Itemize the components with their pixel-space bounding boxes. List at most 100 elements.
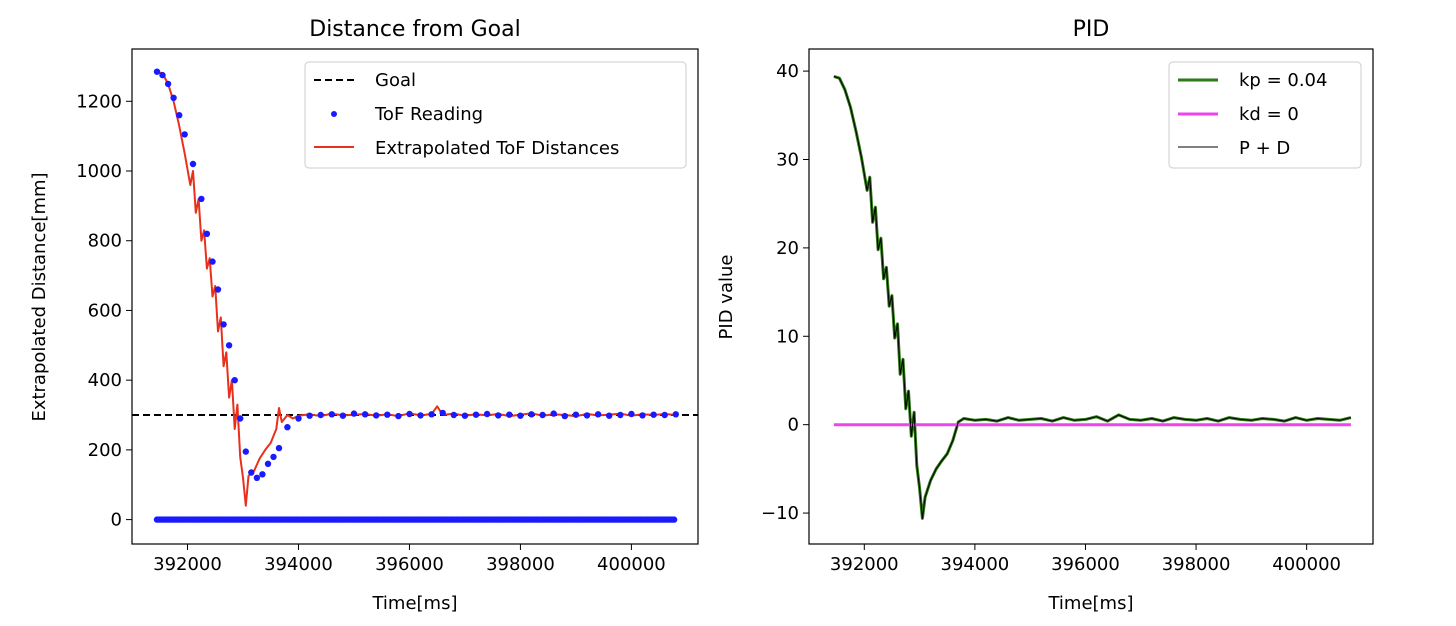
tof-reading-point [164,80,172,88]
tof-reading-point [176,112,183,119]
tof-reading-point [264,460,272,467]
tof-reading-point [439,409,446,417]
plot-area-right [808,48,1374,545]
tof-reading-point [594,411,602,418]
tof-reading-point [231,377,238,384]
tof-reading-point [495,412,502,419]
y-axis-ticks: 0 200 400 600 800 1000 1200 [76,91,132,531]
tof-reading-point [159,71,166,79]
y-tick-label: 1000 [76,161,122,182]
axes-frame [808,48,1374,545]
tof-reading-zero-point [670,516,678,523]
y-tick-label: 200 [88,440,122,461]
tof-reading-point [483,410,491,418]
x-tick-label: 398000 [1162,554,1231,575]
tof-reading-point [639,412,646,419]
y-tick-label: 40 [776,61,799,82]
tof-reading-point [242,448,249,455]
tof-reading-point [237,415,244,422]
chart-pid: PID 392000 394000 396000 398000 400000 −10 0 1… [716,17,1374,614]
x-axis-label: Time[ms] [1047,593,1133,614]
tof-reading-point [275,444,283,452]
x-tick-label: 400000 [1272,554,1341,575]
y-axis-label: Extrapolated Distance[mm] [29,172,50,421]
tof-reading-point [253,474,261,481]
y-tick-label: 0 [111,510,122,531]
tof-reading-point [617,411,624,419]
tof-reading-point [248,469,255,476]
tof-reading-point [203,230,211,237]
y-axis-label: PID value [716,255,737,340]
tof-reading-point [539,411,546,419]
tof-reading-point [170,94,177,102]
tof-reading-point [284,424,291,431]
chart-title: PID [1073,17,1110,42]
x-tick-label: 394000 [264,554,333,575]
tof-reading-point [373,412,380,419]
tof-reading-point [181,131,188,138]
tof-reading-point [225,342,233,349]
y-tick-label: 20 [776,238,799,259]
tof-reading-point [606,412,613,419]
tof-reading-point [198,195,205,203]
y-tick-label: −10 [761,503,799,524]
legend-tof-swatch [331,111,337,117]
tof-reading-point [259,471,266,478]
legend-kd-label: kd = 0 [1239,104,1299,125]
tof-reading-point [561,412,568,420]
tof-reading-point [450,411,457,419]
tof-reading-point [550,410,557,417]
tof-reading-point [361,411,369,418]
chart-distance: Distance from Goal 392000 394000 396000 398… [29,17,699,614]
tof-reading-point [384,411,391,418]
y-tick-label: 600 [88,300,122,321]
legend: Goal ToF Reading Extrapolated ToF Distan… [304,61,687,169]
tof-reading-point [220,321,227,328]
x-tick-label: 396000 [1051,554,1120,575]
legend-extrapolated-label: Extrapolated ToF Distances [375,138,619,159]
legend-box [1168,61,1362,169]
y-tick-label: 400 [88,370,122,391]
tof-reading-point [350,410,358,417]
tof-reading-point [661,411,668,419]
y-tick-label: 0 [788,415,799,436]
legend-tof-label: ToF Reading [374,104,483,125]
tof-reading-point [295,415,302,422]
tof-reading-point [428,411,435,418]
tof-reading-point [306,412,313,419]
x-tick-label: 396000 [375,554,444,575]
plot-area-left [131,48,699,545]
y-axis-ticks: −10 0 10 20 30 40 [761,61,809,524]
y-tick-label: 800 [88,231,122,252]
legend-kp-label: kp = 0.04 [1239,70,1327,91]
legend: kp = 0.04 kd = 0 P + D [1168,61,1362,169]
tof-reading-point [214,286,222,293]
tof-reading-point [583,412,591,419]
x-tick-label: 392000 [153,554,222,575]
tof-reading-point [517,412,524,419]
p-plus-d-line [833,75,1352,519]
tof-reading-point [528,411,535,418]
tof-reading-point [339,412,347,419]
tof-reading-point [572,411,580,418]
legend-goal-label: Goal [375,70,416,91]
tof-reading-point [328,411,335,418]
legend-box [304,61,687,169]
tof-reading-point [461,412,469,419]
tof-reading-point [270,453,277,461]
x-axis-ticks: 392000 394000 396000 398000 400000 [830,544,1341,575]
tof-reading-point [417,412,424,419]
tof-reading-point [650,411,657,418]
tof-reading-point [153,68,161,75]
tof-reading-point [395,412,402,420]
x-tick-label: 400000 [597,554,666,575]
tof-reading-point [672,411,679,418]
chart-title: Distance from Goal [309,17,520,42]
y-tick-label: 30 [776,149,799,170]
tof-reading-point [189,160,197,168]
tof-reading-point [506,411,513,418]
x-tick-label: 398000 [486,554,555,575]
y-tick-label: 10 [776,326,799,347]
tof-reading-point [406,410,413,418]
